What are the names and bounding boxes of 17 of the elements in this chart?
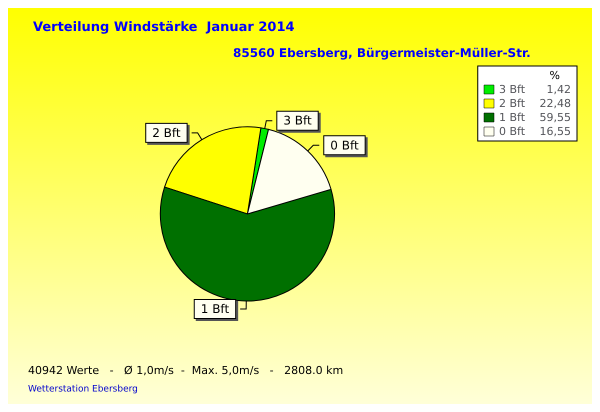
- data-label: 1,42: [546, 83, 571, 96]
- data-label: 59,55: [540, 111, 571, 124]
- text: Wetterstation Ebersberg: [28, 384, 138, 394]
- slice-label: 1 Bft: [200, 302, 230, 316]
- chart-title: Verteilung Windstärke Januar 2014: [33, 20, 295, 35]
- legend-label: 2 Bft: [499, 97, 526, 110]
- data-label: 16,55: [540, 125, 571, 138]
- legend-label: 0 Bft: [499, 125, 526, 138]
- data-label: 22,48: [540, 97, 571, 110]
- slice-label: 3 Bft: [283, 114, 312, 128]
- slice-label: 2 Bft: [152, 126, 181, 140]
- text: 40942 Werte - Ø 1,0m/s - Max. 5,0m/s - 2808.0 km: [28, 364, 344, 377]
- legend-label: 1 Bft: [499, 111, 526, 124]
- legend-label: 3 Bft: [499, 83, 526, 96]
- chart-subtitle: 85560 Ebersberg, Bürgermeister-Müller-Str.: [233, 46, 531, 60]
- slice-label: 0 Bft: [330, 138, 359, 152]
- legend-title: %: [550, 69, 560, 82]
